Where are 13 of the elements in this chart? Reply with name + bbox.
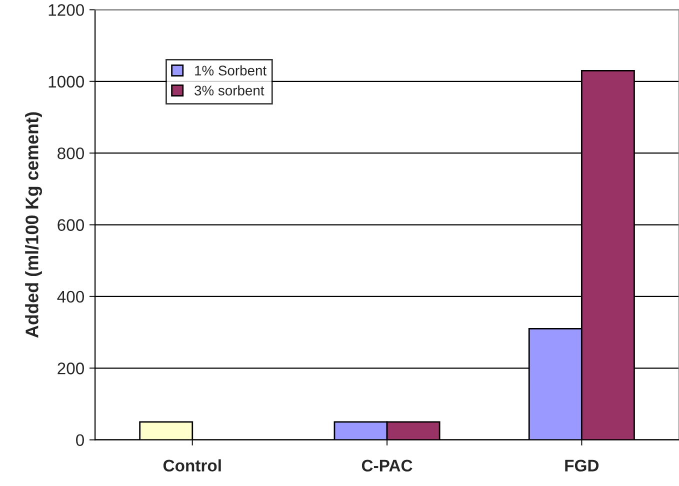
legend-label: 1% Sorbent [195,65,266,76]
y-tick-label: 800 [58,147,84,160]
x-tick-label: C-PAC [362,460,412,472]
y-tick-label: 400 [57,290,84,303]
x-tick-label: FGD [565,460,599,472]
y-tick-label: 200 [58,362,84,374]
y-axis-title: Added (ml/100 Kg cement) [25,112,42,338]
x-tick-label: Control [163,459,221,472]
y-tick-label: 1200 [48,4,84,16]
y-tick-label: 600 [58,219,84,231]
y-tick-label: 0 [76,434,84,446]
legend-label: 3% sorbent [194,85,264,96]
y-tick-label: 1000 [48,76,84,88]
